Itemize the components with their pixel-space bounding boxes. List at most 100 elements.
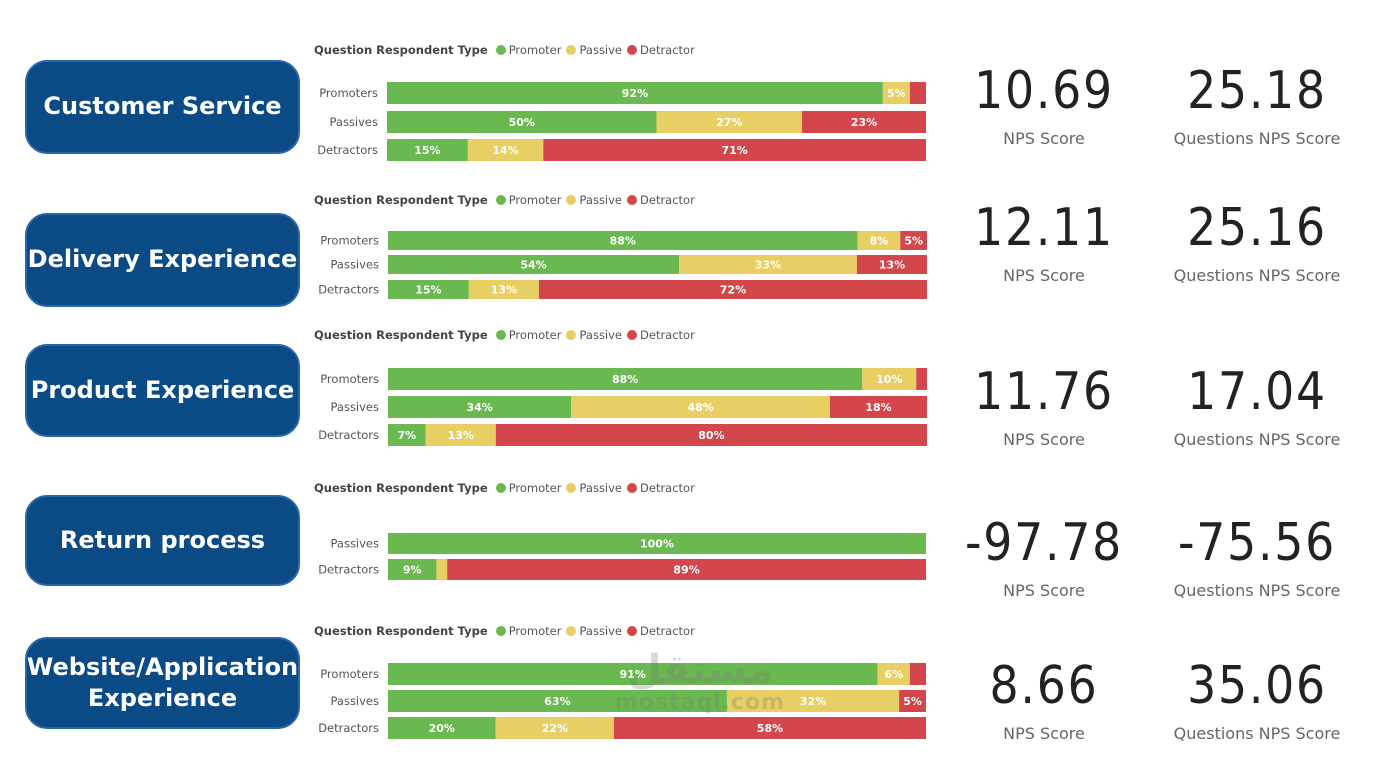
chart-legend: Question Respondent Type Promoter Passive D… (314, 623, 700, 639)
category-title: Website/Application Experience (27, 652, 298, 714)
y-tick-label: Detractors (318, 428, 379, 442)
bar-data-label: 58% (757, 722, 783, 735)
y-tick-label: Passives (329, 115, 378, 129)
category-box: Customer Service (25, 60, 300, 154)
legend-dot-icon (566, 483, 577, 493)
questions-nps-score-value: -75.56 (1177, 513, 1337, 573)
legend-dot-icon (627, 330, 638, 340)
category-title-line: Return process (59, 525, 266, 554)
bar-data-label: 8% (870, 235, 889, 248)
legend-title: Question Respondent Type (314, 43, 488, 57)
bar-data-label: 23% (851, 116, 877, 129)
legend-item: Promoter (495, 481, 562, 495)
bar-segment-passive (467, 139, 544, 161)
legend-dot-icon (566, 45, 577, 55)
bar-segment-promoter (388, 663, 878, 685)
legend-label: Promoter (508, 193, 562, 207)
category-title: Delivery Experience (28, 244, 298, 275)
y-tick-label: Detractors (318, 283, 379, 297)
nps-score-value: 10.69 (974, 61, 1114, 121)
watermark-arabic: مستقل (626, 647, 774, 693)
questions-nps-score-label: Questions NPS Score (1173, 581, 1341, 600)
bar-segment-promoter (388, 690, 727, 712)
bar-segment-promoter (388, 368, 863, 390)
nps-score-value: 11.76 (974, 362, 1114, 422)
nps-score-card: 11.76 NPS Score (924, 366, 1164, 449)
y-tick-label: Detractors (318, 721, 379, 735)
chart-legend: Question Respondent Type Promoter Passive D… (314, 480, 700, 496)
legend-dot-icon (627, 483, 638, 493)
questions-nps-score-card: 17.04 Questions NPS Score (1137, 366, 1377, 449)
bar-data-label: 5% (904, 235, 923, 248)
y-tick-label: Passives (330, 694, 379, 708)
category-box: Delivery Experience (25, 213, 300, 307)
bar-segment-passive (436, 559, 448, 580)
bar-segment-promoter (388, 396, 572, 418)
category-box: Product Experience (25, 344, 300, 437)
legend-title: Question Respondent Type (314, 481, 488, 495)
legend-item: Detractor (627, 328, 695, 342)
bar-data-label: 34% (466, 401, 492, 414)
legend-dot-icon (495, 626, 506, 636)
legend-label: Passive (579, 624, 623, 638)
bar-segment-detractor (447, 559, 926, 580)
category-box: Website/Application Experience (25, 637, 300, 729)
nps-score-card: 12.11 NPS Score (924, 202, 1164, 285)
legend-label: Detractor (640, 193, 695, 207)
bar-data-label: 91% (620, 668, 646, 681)
questions-nps-score-value: 17.04 (1187, 362, 1327, 422)
bar-segment-passive (571, 396, 830, 418)
legend-dot-icon (495, 330, 506, 340)
bar-segment-detractor (543, 139, 926, 161)
watermark: مستقل mostaql.com (600, 650, 800, 715)
category-title-line: Delivery Experience (27, 245, 298, 274)
legend-label: Promoter (508, 43, 562, 57)
legend-title: Question Respondent Type (314, 624, 488, 638)
legend-label: Detractor (640, 43, 695, 57)
legend-item: Detractor (627, 481, 695, 495)
bar-data-label: 72% (720, 284, 746, 297)
questions-nps-score-value: 25.18 (1187, 61, 1327, 121)
category-title: Return process (60, 525, 265, 556)
y-tick-label: Promoters (320, 234, 379, 248)
bar-segment-detractor (856, 255, 927, 274)
bar-data-label: 5% (887, 87, 906, 100)
nps-score-card: 8.66 NPS Score (924, 660, 1164, 743)
bar-data-label: 15% (415, 284, 441, 297)
nps-score-value: 12.11 (974, 198, 1114, 258)
questions-nps-score-card: 25.18 Questions NPS Score (1137, 65, 1377, 148)
bar-segment-detractor (829, 396, 927, 418)
bar-segment-passive (679, 255, 857, 274)
bar-segment-detractor (613, 717, 926, 739)
bar-data-label: 50% (509, 116, 535, 129)
bar-data-label: 13% (879, 259, 905, 272)
chart-legend: Question Respondent Type Promoter Passive D… (314, 192, 700, 208)
bar-segment-detractor (909, 663, 926, 685)
legend-label: Promoter (508, 481, 562, 495)
bar-segment-detractor (899, 690, 926, 712)
category-title-line: Product Experience (30, 375, 295, 404)
bar-data-label: 32% (800, 695, 826, 708)
nps-score-label: NPS Score (1003, 129, 1085, 148)
category-box: Return process (25, 495, 300, 586)
questions-nps-score-value: 35.06 (1187, 656, 1327, 716)
legend-dot-icon (495, 195, 506, 205)
bar-segment-passive (857, 231, 901, 250)
nps-score-label: NPS Score (1003, 430, 1085, 449)
legend-item: Passive (566, 481, 622, 495)
bar-segment-promoter (388, 255, 680, 274)
category-title-line: Customer Service (43, 92, 282, 121)
watermark-latin: mostaql.com (614, 690, 786, 715)
nps-score-card: -97.78 NPS Score (924, 517, 1164, 600)
bar-segment-promoter (388, 424, 426, 446)
stacked-bar-chart: Promoters 88% 10% Passives 34% 48% 18% Detracto… (318, 368, 927, 446)
legend-item: Promoter (495, 193, 562, 207)
bar-data-label: 63% (544, 695, 570, 708)
bar-segment-promoter (388, 280, 469, 299)
bar-data-label: 13% (448, 429, 474, 442)
bar-data-label: 7% (398, 429, 417, 442)
legend-dot-icon (566, 626, 577, 636)
bar-segment-passive (425, 424, 496, 446)
questions-nps-score-label: Questions NPS Score (1173, 266, 1341, 285)
bar-data-label: 89% (673, 564, 699, 577)
